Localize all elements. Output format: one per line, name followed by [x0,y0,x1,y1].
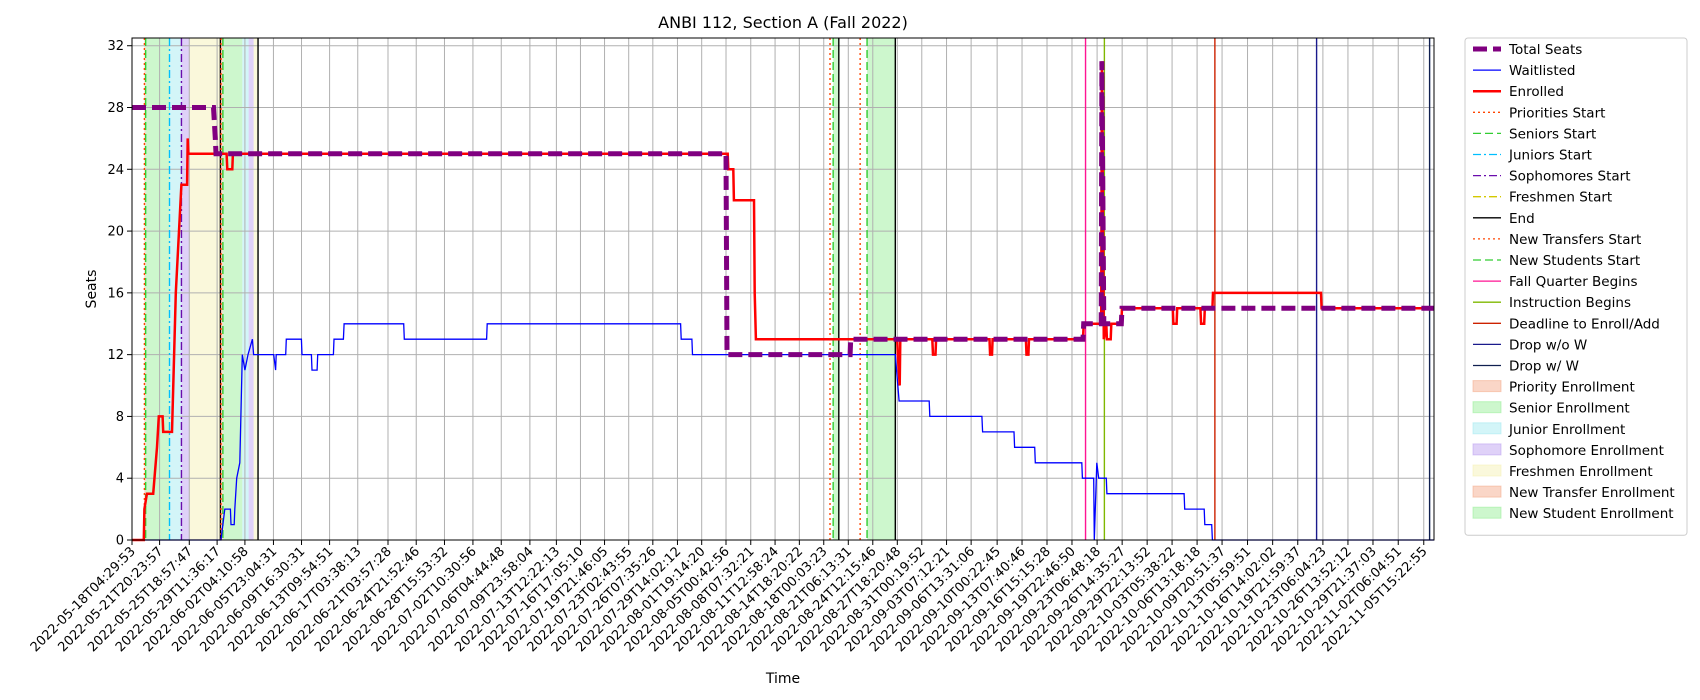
legend-label: Drop w/o W [1509,337,1587,353]
legend-label: Juniors Start [1508,148,1592,164]
span-freshmen-enrollment [253,38,259,540]
span-senior-enrollment [833,38,839,540]
event-lines [143,38,1431,540]
legend-swatch [1472,401,1502,414]
legend-label: Priorities Start [1509,105,1605,121]
x-axis-title: Time [765,671,800,687]
legend-label: Junior Enrollment [1508,422,1625,438]
legend: Total Seats Waitlisted Enrolled Priorities … [1464,37,1688,536]
y-tick-label: 28 [107,101,124,116]
grid-lines [131,38,1434,541]
legend-label: Enrolled [1509,84,1564,100]
legend-label: New Transfers Start [1509,232,1641,248]
y-tick-label: 4 [116,472,124,487]
legend-swatch [1472,380,1502,393]
y-tick-label: 24 [107,163,124,178]
chart-title: ANBI 112, Section A (Fall 2022) [658,13,908,32]
legend-label: End [1509,211,1535,227]
series-total-seats [132,61,1434,358]
y-tick-label: 32 [107,39,124,54]
span-new-transfer-enrollment [220,38,223,540]
y-tick-label: 0 [116,534,124,549]
data-series [132,61,1434,542]
legend-label: Waitlisted [1509,63,1576,79]
enrollment-spans [144,38,896,540]
legend-label: Total Seats [1508,42,1582,58]
legend-swatch [1472,443,1502,456]
span-junior-enrollment [242,38,249,540]
y-tick-label: 16 [107,286,124,301]
series-enrolled [132,61,1434,542]
legend-label: Drop w/ W [1509,359,1579,375]
legend-label: New Student Enrollment [1509,506,1674,522]
y-axis-ticks: 0 4 8 12 16 20 24 28 32 [107,39,132,549]
legend-box [1464,37,1688,536]
legend-swatch [1472,464,1502,477]
legend-label: Sophomore Enrollment [1509,443,1664,459]
y-tick-label: 20 [107,225,124,240]
legend-label: Fall Quarter Begins [1509,274,1638,290]
y-tick-label: 8 [116,410,124,425]
y-tick-label: 12 [107,348,124,363]
span-senior-enrollment [145,38,170,540]
span-sophomore-enrollment [181,38,190,540]
legend-swatch [1472,422,1502,435]
span-sophomore-enrollment [248,38,254,540]
series-waitlisted [132,323,1434,541]
x-axis-ticks: 2022-05-18T04:29:532022-05-21T20:23:5720… [28,540,1431,655]
legend-swatch [1472,506,1502,519]
legend-label: Seniors Start [1509,126,1596,142]
legend-label: New Students Start [1509,253,1640,269]
span-new-student-enrollment [867,38,896,540]
legend-label: Freshmen Start [1509,190,1612,206]
legend-label: New Transfer Enrollment [1509,485,1675,501]
legend-label: Priority Enrollment [1509,380,1635,396]
legend-label: Deadline to Enroll/Add [1509,316,1660,332]
legend-label: Sophomores Start [1509,169,1631,185]
plot-frame [131,37,1435,541]
legend-label: Instruction Begins [1509,295,1631,311]
span-freshmen-enrollment [189,38,221,540]
legend-label: Senior Enrollment [1509,401,1630,417]
y-axis-title: Seats [84,270,100,309]
legend-label: Freshmen Enrollment [1509,464,1653,480]
legend-swatch [1472,485,1502,498]
